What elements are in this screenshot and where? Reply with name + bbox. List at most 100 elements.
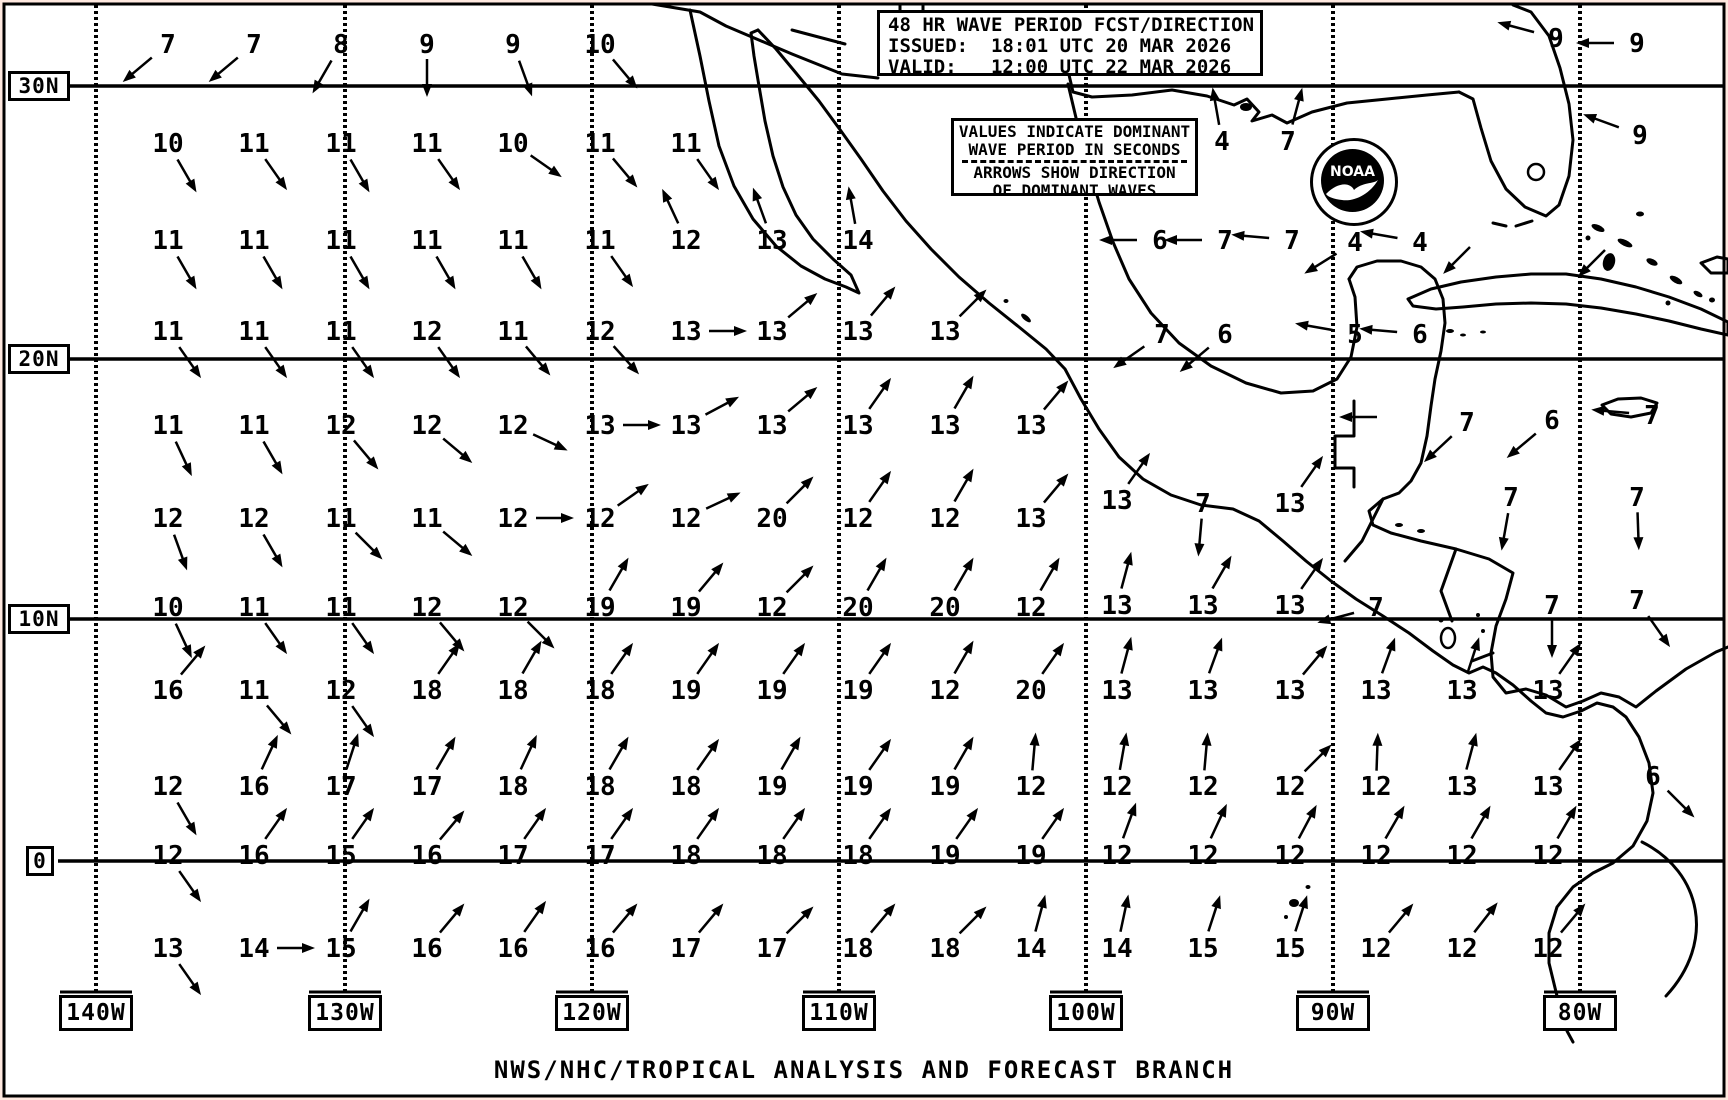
wave-arrowhead [1498,536,1509,551]
wave-arrowhead [962,640,974,655]
wave-arrowhead [369,546,383,560]
wave-arrowhead [1485,902,1498,916]
wave-arrowhead [1099,235,1112,245]
wave-arrow [1240,234,1270,240]
wave-arrow [1121,810,1135,839]
legend-line-2: WAVE PERIOD IN SECONDS [968,140,1181,159]
wave-period-value: 12 [497,504,528,534]
wave-arrowhead [1298,895,1308,910]
wave-period-value: 11 [325,226,356,256]
wave-arrow [264,346,283,372]
wave-arrowhead [883,903,896,917]
wave-arrowhead [621,273,634,288]
wave-period-value: 12 [1187,772,1218,802]
wave-arrowhead [1231,230,1245,241]
wave-period-value: 11 [584,129,615,159]
wave-arrowhead [1295,320,1309,331]
wave-arrowhead [1052,642,1065,657]
island-7 [1585,235,1591,241]
wave-arrowhead [1209,87,1220,102]
wave-arrowhead [1029,732,1040,746]
wave-period-value: 18 [670,772,701,802]
wave-arrowhead [1372,732,1383,746]
wave-arrow [351,346,370,372]
wave-arrowhead [962,375,974,390]
wave-arrow [262,255,280,283]
wave-arrow [532,433,560,448]
wave-period-value: 19 [1015,841,1046,871]
wave-arrowhead [422,84,432,97]
wave-arrowhead [875,557,887,572]
wave-arrow [1647,615,1666,641]
wave-arrow [848,195,857,225]
wave-period-value: 5 [1347,320,1363,350]
wave-period-value: 7 [1459,408,1475,438]
wave-period-value: 13 [1446,772,1477,802]
wave-arrowhead [1119,732,1130,747]
wave-period-value: 7 [246,30,262,60]
wave-arrowhead [530,640,542,655]
wave-period-value: 9 [1548,24,1564,54]
wave-period-value: 19 [670,593,701,623]
island-2 [1646,258,1658,266]
wave-arrowhead [845,186,856,201]
wave-arrow [262,440,280,468]
wave-arrowhead [707,738,720,753]
wave-period-value: 12 [1446,934,1477,964]
wave-arrow [611,157,633,182]
wave-arrowhead [1179,359,1193,373]
wave-period-value: 10 [152,593,183,623]
wave-period-value: 12 [497,411,528,441]
wave-period-value: 11 [238,317,269,347]
wave-period-value: 6 [1412,320,1428,350]
wave-period-value: 13 [1101,591,1132,621]
wave-arrow [610,255,629,281]
wave-arrowhead [444,275,456,290]
wave-period-value: 19 [842,676,873,706]
wave-arrowhead [275,364,288,379]
wave-arrow [1380,645,1394,674]
wave-arrow [1512,432,1537,454]
wave-arrow [785,482,808,505]
noaa-logo-disc: NOAA [1321,149,1384,212]
wave-period-value: 18 [929,934,960,964]
wave-arrow [1203,741,1209,771]
wave-period-value: 19 [929,841,960,871]
wave-arrow [616,487,643,507]
wave-arrowhead [208,69,222,83]
wave-arrow [351,622,370,648]
legend-line-1: VALUES INDICATE DOMINANT [958,122,1191,141]
wave-arrowhead [459,543,473,557]
wave-arrow [958,912,981,935]
wave-arrow [345,741,357,770]
wave-arrow [610,814,629,840]
wave-arrowhead [800,565,814,579]
wave-period-value: 18 [842,841,873,871]
wave-period-value: 19 [584,593,615,623]
wave-arrowhead [879,738,892,753]
wave-period-value: 12 [1274,841,1305,871]
wave-arrow [172,534,186,563]
island-1 [1617,238,1633,248]
wave-arrow [696,814,715,840]
wave-arrow [1558,745,1577,771]
wave-arrow [1119,345,1146,365]
wave-period-value: 6 [1645,762,1661,792]
wave-arrowhead [1470,637,1480,652]
wave-arrowhead [358,898,370,913]
wave-arrow [953,743,971,771]
wave-arrow [1325,611,1355,622]
wave-arrow [953,382,971,410]
wave-period-value: 14 [1015,934,1046,964]
wave-period-value: 7 [1280,127,1296,157]
wave-period-value: 12 [1446,841,1477,871]
wave-arrow [437,649,456,675]
wave-arrow [953,564,971,592]
wave-arrowhead [1294,87,1304,102]
wave-arrow [785,912,808,935]
wave-arrowhead [662,188,673,203]
wave-period-value: 10 [584,30,615,60]
wave-arrow [1034,903,1045,932]
